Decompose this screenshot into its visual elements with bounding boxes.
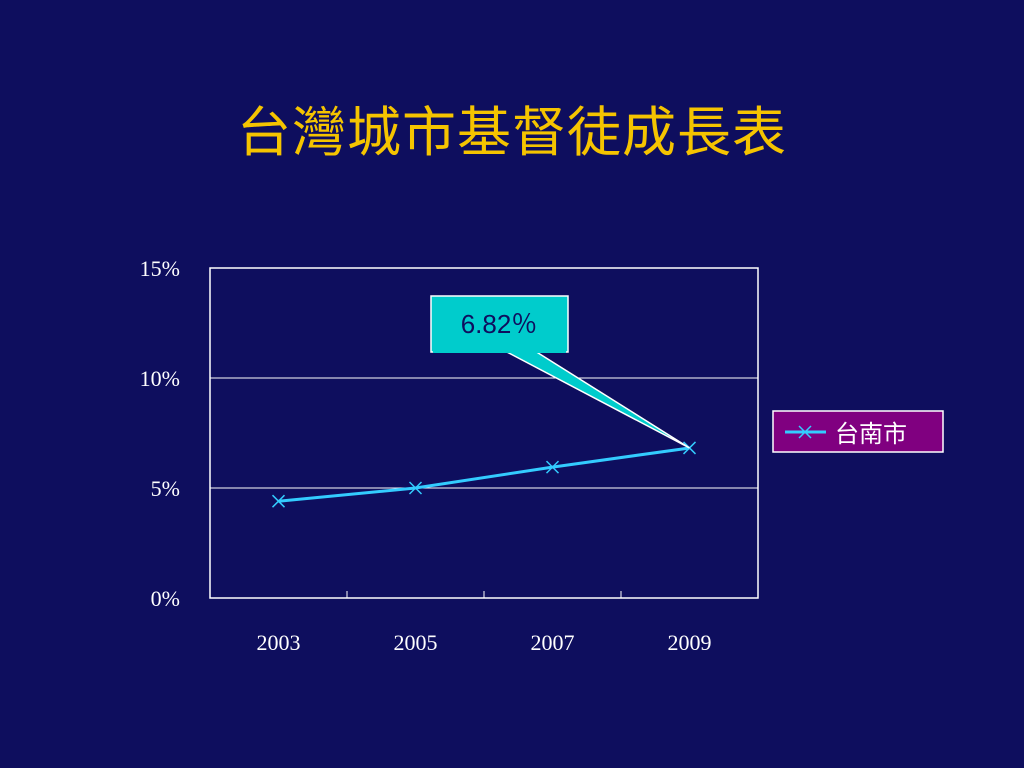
- data-point-marker: [408, 481, 423, 495]
- y-tick-label: 10%: [140, 366, 180, 391]
- y-tick-label: 5%: [151, 476, 180, 501]
- y-tick-label: 15%: [140, 256, 180, 281]
- callout: 6.82％: [430, 295, 690, 449]
- legend-box: [772, 410, 944, 453]
- x-tick-label: 2003: [257, 630, 301, 655]
- y-axis-labels: 0% 5% 10% 15%: [140, 256, 180, 611]
- x-tick-label: 2007: [531, 630, 575, 655]
- y-tick-label: 0%: [151, 586, 180, 611]
- gridlines: [210, 377, 758, 489]
- legend: 台南市: [772, 410, 944, 453]
- callout-pointer: [504, 350, 690, 449]
- data-point-marker: [545, 460, 560, 474]
- legend-label: 台南市: [835, 420, 907, 448]
- series-markers: [271, 441, 697, 508]
- legend-marker-x-icon: [798, 425, 812, 439]
- x-axis-ticks: [346, 591, 622, 598]
- x-tick-label: 2009: [668, 630, 712, 655]
- x-axis-labels: 2003 2005 2007 2009: [257, 630, 712, 655]
- callout-text: 6.82％: [461, 309, 538, 339]
- slide-title: 台灣城市基督徒成長表: [237, 101, 787, 164]
- data-point-marker: [271, 494, 286, 508]
- series-line-tainan: [278, 446, 690, 503]
- x-tick-label: 2005: [394, 630, 438, 655]
